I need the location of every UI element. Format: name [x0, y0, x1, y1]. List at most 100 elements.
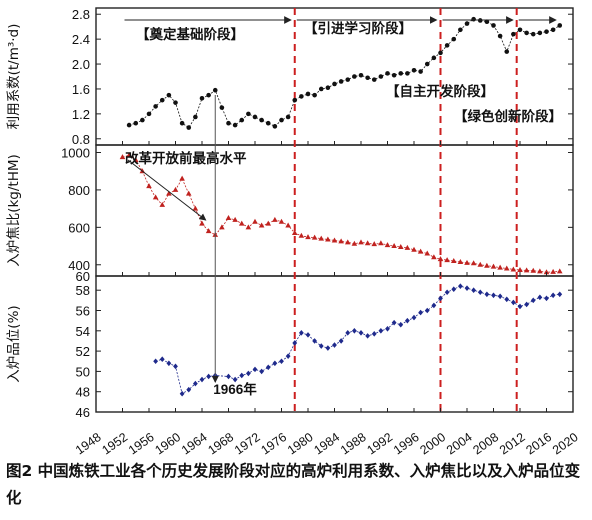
data-point-grade: [279, 358, 284, 365]
y-tick-label: 2.0: [72, 57, 90, 72]
annotation-arrow: [127, 159, 207, 221]
data-point-coke: [404, 244, 411, 250]
phase-label: 【自主开发阶段】: [386, 83, 494, 100]
data-point-grade: [491, 292, 496, 299]
data-point-grade: [226, 373, 231, 380]
data-point-coke: [245, 224, 252, 230]
y-tick-label: 2.4: [72, 32, 90, 47]
data-point-utilization: [504, 49, 510, 54]
data-point-grade: [497, 293, 503, 300]
data-point-coke: [537, 268, 543, 274]
data-point-coke: [503, 265, 510, 271]
data-point-grade: [418, 309, 424, 316]
x-tick-label: 2020: [550, 430, 581, 457]
x-tick-label: 1968: [205, 430, 236, 457]
data-point-grade: [510, 299, 516, 306]
data-point-coke: [272, 216, 278, 222]
data-point-grade: [557, 291, 563, 298]
data-point-coke: [371, 241, 378, 247]
plot-frames: [95, 7, 574, 413]
y-tick-label: 52: [76, 344, 90, 359]
data-point-utilization: [371, 77, 377, 82]
data-point-grade: [385, 325, 390, 332]
data-point-grade: [206, 373, 212, 380]
data-point-coke: [484, 262, 490, 268]
data-point-utilization: [166, 92, 172, 98]
data-point-coke: [225, 214, 232, 220]
data-point-coke: [265, 220, 272, 226]
data-point-utilization: [265, 120, 271, 126]
data-point-utilization: [212, 87, 218, 93]
x-tick-label: 1960: [152, 430, 183, 457]
data-point-coke: [258, 222, 265, 228]
data-point-coke: [543, 269, 550, 275]
y-tick-label: 1000: [61, 145, 90, 160]
data-point-coke: [318, 235, 325, 241]
data-point-grade: [179, 390, 185, 397]
data-point-coke: [344, 239, 351, 245]
x-tick-label: 1988: [338, 430, 369, 457]
data-point-coke: [252, 218, 258, 224]
x-tick-label: 2004: [444, 430, 475, 457]
data-point-utilization: [332, 81, 337, 87]
data-point-coke: [278, 218, 285, 224]
data-point-utilization: [173, 100, 178, 105]
data-point-grade: [371, 331, 377, 337]
data-point-grade: [239, 372, 245, 379]
data-point-utilization: [352, 74, 357, 79]
data-point-coke: [457, 258, 464, 264]
data-point-utilization: [398, 71, 404, 76]
data-point-grade: [159, 356, 165, 363]
data-point-coke: [556, 268, 563, 274]
data-point-coke: [391, 243, 397, 249]
data-point-grade: [391, 319, 397, 326]
data-point-utilization: [458, 27, 463, 33]
data-point-utilization: [418, 69, 423, 74]
data-point-coke: [166, 190, 172, 196]
data-point-coke: [298, 232, 305, 238]
data-point-grade: [358, 330, 364, 336]
data-point-grade: [477, 289, 483, 296]
data-point-grade: [351, 328, 357, 334]
data-point-utilization: [411, 67, 417, 73]
data-point-utilization: [550, 27, 556, 33]
y-tick-label: 50: [76, 364, 90, 379]
data-point-grade: [265, 364, 271, 371]
data-point-coke: [523, 267, 530, 273]
data-point-grade: [550, 292, 556, 299]
data-point-coke: [470, 260, 477, 266]
y-tick-label: 1.6: [72, 82, 90, 97]
data-point-utilization: [312, 92, 317, 98]
x-tick-label: 1956: [126, 430, 157, 457]
data-point-coke: [126, 152, 132, 158]
data-point-utilization: [530, 31, 536, 37]
data-point-utilization: [279, 117, 284, 123]
data-point-grade: [312, 338, 318, 344]
series-line-coke: [122, 154, 560, 273]
data-point-grade: [252, 366, 258, 373]
data-point-grade: [186, 386, 192, 393]
phase-boundary-lines: [293, 8, 518, 412]
data-point-utilization: [318, 86, 324, 92]
x-tick-label: 1952: [99, 430, 130, 457]
x-tick-label: 2012: [497, 430, 528, 457]
data-point-utilization: [272, 124, 278, 129]
data-point-coke: [437, 256, 444, 262]
y-tick-label: 600: [68, 220, 90, 235]
data-point-utilization: [378, 74, 384, 79]
data-point-utilization: [517, 27, 523, 33]
data-point-coke: [119, 154, 126, 160]
data-point-grade: [173, 363, 178, 370]
y-tick-label: 400: [68, 258, 90, 273]
y-tick-label: 0.8: [72, 132, 90, 147]
series-line-grade: [155, 285, 560, 395]
data-point-grade: [464, 285, 470, 291]
data-point-coke: [378, 240, 384, 246]
data-point-utilization: [524, 30, 529, 36]
data-point-grade: [305, 332, 311, 338]
data-point-utilization: [259, 117, 264, 123]
axes: 0.8 1.2 1.6 2.0 2.4 2.8 利用系数(t/m³·d) 400 600 800 1…: [6, 7, 581, 457]
data-point-coke: [450, 258, 457, 264]
data-point-grade: [272, 360, 278, 367]
data-point-coke: [517, 267, 523, 273]
